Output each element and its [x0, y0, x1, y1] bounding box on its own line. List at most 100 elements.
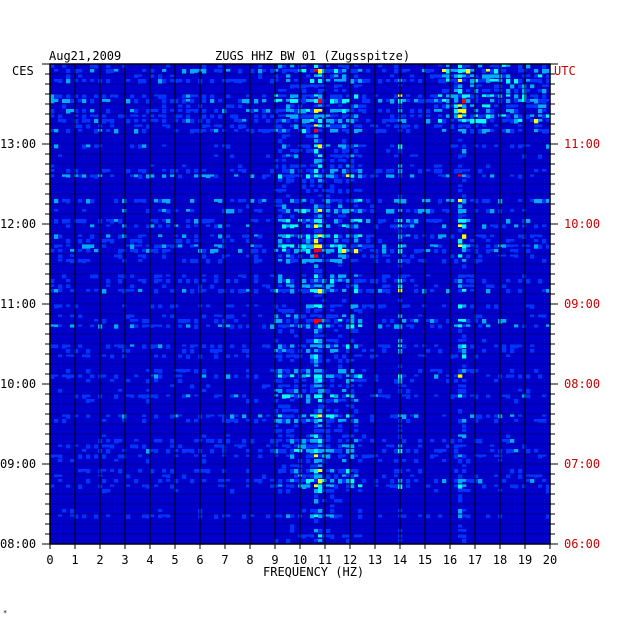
heatmap-cell: [186, 239, 191, 244]
heatmap-cell: [370, 419, 375, 423]
heatmap-cell: [542, 84, 547, 87]
heatmap-cell: [58, 479, 63, 482]
heatmap-cell: [234, 129, 239, 132]
heatmap-cell: [318, 69, 323, 74]
heatmap-cell: [346, 64, 351, 69]
heatmap-cell: [74, 109, 79, 114]
heatmap-cell: [382, 319, 387, 323]
heatmap-cell: [434, 374, 439, 379]
heatmap-cell: [378, 344, 383, 347]
heatmap-cell: [186, 354, 191, 359]
heatmap-cell: [458, 514, 463, 519]
heatmap-cell: [426, 69, 431, 73]
heatmap-cell: [462, 304, 467, 308]
heatmap-cell: [358, 344, 363, 347]
heatmap-cell: [326, 449, 331, 453]
heatmap-cell: [510, 244, 515, 248]
heatmap-cell: [486, 109, 491, 113]
heatmap-cell: [330, 259, 335, 263]
heatmap-cell: [106, 224, 111, 227]
heatmap-cell: [230, 154, 235, 159]
heatmap-cell: [318, 244, 323, 249]
heatmap-cell: [458, 219, 463, 223]
heatmap-cell: [158, 374, 163, 379]
heatmap-cell: [546, 119, 551, 122]
heatmap-cell: [322, 374, 327, 378]
heatmap-cell: [462, 469, 467, 474]
heatmap-cell: [346, 174, 351, 178]
heatmap-cell: [546, 244, 551, 249]
heatmap-cell: [274, 414, 279, 417]
heatmap-cell: [50, 289, 55, 293]
heatmap-cell: [274, 314, 279, 319]
heatmap-cell: [302, 324, 307, 327]
heatmap-cell: [210, 94, 215, 99]
heatmap-cell: [278, 384, 283, 388]
heatmap-cell: [494, 124, 499, 127]
heatmap-cell: [362, 279, 367, 283]
heatmap-cell: [542, 114, 547, 119]
heatmap-cell: [354, 534, 359, 538]
heatmap-cell: [286, 224, 291, 228]
heatmap-cell: [330, 289, 335, 293]
heatmap-cell: [278, 484, 283, 487]
heatmap-cell: [314, 329, 319, 334]
heatmap-cell: [346, 189, 351, 194]
heatmap-cell: [314, 374, 319, 379]
heatmap-cell: [222, 319, 227, 324]
heatmap-cell: [350, 219, 355, 223]
heatmap-cell: [474, 209, 479, 213]
heatmap-cell: [218, 64, 223, 68]
heatmap-cell: [310, 179, 315, 184]
heatmap-cell: [294, 314, 299, 319]
heatmap-cell: [118, 234, 123, 239]
heatmap-cell: [502, 129, 507, 133]
heatmap-cell: [330, 109, 335, 113]
heatmap-cell: [478, 79, 483, 83]
heatmap-cell: [230, 414, 235, 419]
heatmap-cell: [314, 174, 319, 178]
heatmap-cell: [446, 69, 451, 74]
heatmap-cell: [306, 469, 311, 473]
heatmap-cell: [314, 499, 319, 504]
heatmap-cell: [286, 429, 291, 434]
heatmap-cell: [326, 144, 331, 147]
heatmap-cell: [462, 394, 467, 398]
heatmap-cell: [450, 354, 455, 359]
heatmap-cell: [334, 199, 339, 202]
heatmap-cell: [286, 354, 291, 358]
heatmap-cell: [490, 64, 495, 67]
heatmap-cell: [514, 109, 519, 114]
heatmap-cell: [530, 234, 535, 238]
heatmap-cell: [346, 179, 351, 184]
heatmap-cell: [370, 289, 375, 294]
heatmap-cell: [458, 534, 463, 538]
heatmap-cell: [358, 79, 363, 83]
heatmap-cell: [202, 219, 207, 224]
heatmap-cell: [342, 399, 347, 402]
heatmap-cell: [210, 249, 215, 254]
heatmap-cell: [238, 289, 243, 294]
heatmap-cell: [470, 394, 475, 397]
heatmap-cell: [534, 79, 539, 83]
heatmap-cell: [394, 124, 399, 129]
heatmap-cell: [130, 94, 135, 99]
heatmap-cell: [58, 354, 63, 358]
heatmap-cell: [66, 354, 71, 357]
heatmap-cell: [358, 374, 363, 379]
heatmap-cell: [522, 219, 527, 224]
heatmap-cell: [322, 189, 327, 192]
heatmap-cell: [90, 109, 95, 113]
heatmap-cell: [162, 314, 167, 318]
heatmap-cell: [330, 449, 335, 453]
heatmap-cell: [162, 249, 167, 254]
heatmap-cell: [354, 114, 359, 119]
heatmap-cell: [302, 129, 307, 134]
heatmap-cell: [290, 259, 295, 264]
heatmap-cell: [334, 374, 339, 378]
heatmap-cell: [518, 474, 523, 479]
heatmap-cell: [166, 219, 171, 224]
heatmap-cell: [86, 369, 91, 374]
heatmap-cell: [106, 109, 111, 114]
heatmap-cell: [314, 344, 319, 348]
